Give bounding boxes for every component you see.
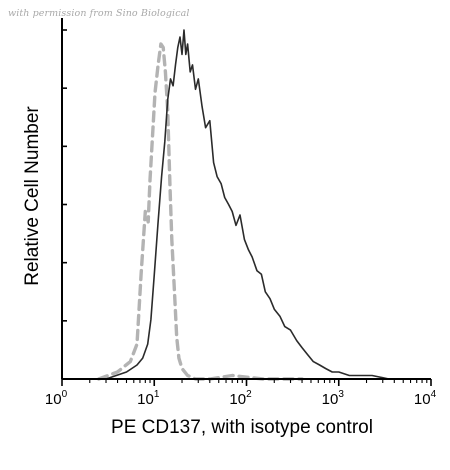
sample-series-line xyxy=(105,29,404,380)
x-tick-label: 104 xyxy=(414,389,437,408)
watermark: with permission from Sino Biological xyxy=(8,8,190,19)
x-tick-label: 100 xyxy=(45,389,68,408)
isotype-series-line xyxy=(96,42,304,381)
y-axis-title: Relative Cell Number xyxy=(22,106,43,286)
x-tick-label: 102 xyxy=(229,389,252,408)
series-layer xyxy=(96,29,404,381)
axes-layer xyxy=(61,18,431,380)
x-axis-title: PE CD137, with isotype control xyxy=(111,417,373,438)
ticks-layer: 100 101 102 103 104 xyxy=(45,29,437,408)
x-tick-label: 103 xyxy=(322,389,345,408)
x-tick-label: 101 xyxy=(137,389,160,408)
